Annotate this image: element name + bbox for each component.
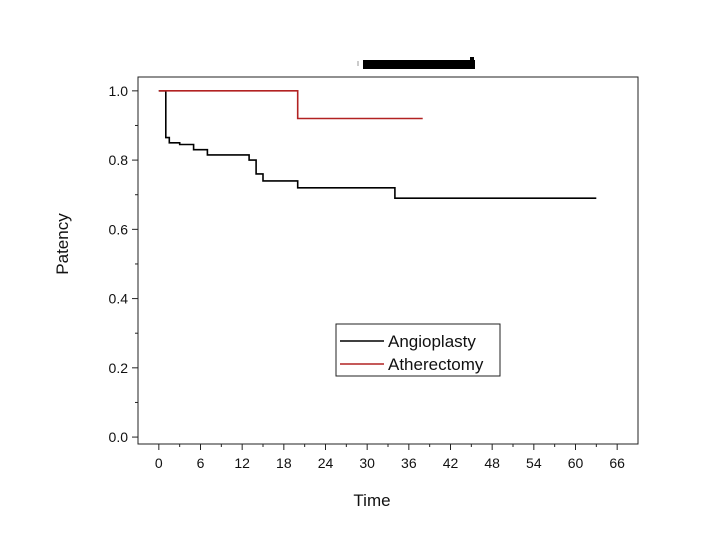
x-tick-label: 30 (359, 455, 375, 471)
legend: Angioplasty Atherectomy (335, 323, 501, 377)
legend-box (335, 323, 501, 377)
y-axis-title: Patency (53, 213, 72, 275)
x-tick-label: 54 (526, 455, 542, 471)
x-tick-label: 36 (401, 455, 417, 471)
x-axis-title: Time (353, 491, 390, 510)
y-tick-label: 0.0 (109, 429, 129, 445)
y-tick-label: 1.0 (109, 83, 129, 99)
series-layer (158, 90, 597, 199)
x-tick-label: 12 (234, 455, 250, 471)
y-tick-label: 0.2 (109, 360, 129, 376)
axes: 0 6 12 18 24 30 36 42 48 54 60 66 0.0 0.2 0.4 0.6 0.8 1.0 (109, 76, 639, 471)
plot-frame (137, 76, 639, 445)
y-tick-label: 0.6 (109, 221, 129, 237)
y-tick-label: 0.8 (109, 152, 129, 168)
x-tick-label: 48 (484, 455, 500, 471)
series-line-atherectomy (158, 90, 423, 120)
x-tick-label: 42 (443, 455, 459, 471)
x-tick-label: 6 (197, 455, 205, 471)
x-tick-label: 24 (318, 455, 334, 471)
series-line-angioplasty (158, 90, 597, 199)
x-tick-label: 0 (155, 455, 163, 471)
x-tick-label: 60 (568, 455, 584, 471)
redaction-bar (363, 60, 475, 69)
y-tick-label: 0.4 (109, 291, 129, 307)
x-tick-label: 18 (276, 455, 292, 471)
legend-label-angioplasty: Angioplasty (388, 332, 476, 351)
legend-label-atherectomy: Atherectomy (388, 355, 484, 374)
x-tick-label: 66 (609, 455, 625, 471)
